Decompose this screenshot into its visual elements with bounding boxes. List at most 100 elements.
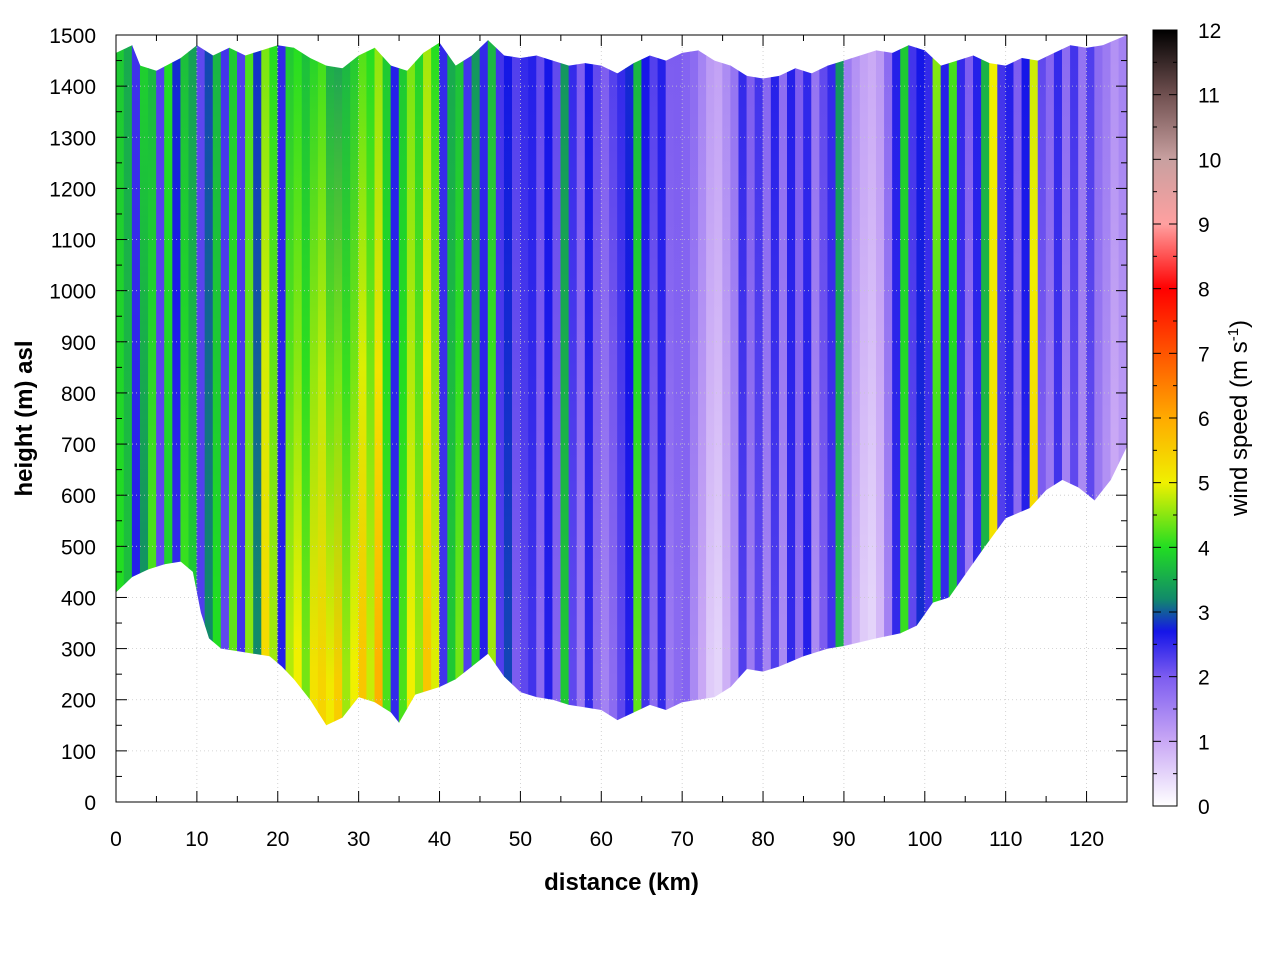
wind-speed-column [471, 35, 481, 726]
wind-speed-column [867, 35, 877, 726]
colorbar-tick-label: 7 [1198, 343, 1210, 366]
wind-speed-column [722, 35, 731, 726]
wind-speed-column [382, 35, 392, 726]
wind-speed-column [762, 35, 772, 726]
y-tick-label: 1500 [49, 25, 96, 48]
wind-speed-column [188, 35, 198, 726]
colorbar-tick-label: 6 [1198, 408, 1210, 431]
x-tick-label: 10 [185, 828, 208, 851]
colorbar-tick-label: 4 [1198, 537, 1210, 560]
wind-speed-column [1094, 35, 1104, 726]
wind-speed-column [795, 35, 804, 726]
x-tick-label: 90 [832, 828, 855, 851]
wind-speed-column [552, 35, 562, 726]
colorbar-title-sup: -1 [1225, 328, 1242, 341]
wind-speed-column [253, 35, 262, 726]
wind-speed-column [180, 35, 190, 726]
wind-speed-column [803, 35, 812, 726]
wind-speed-column [366, 35, 376, 726]
wind-speed-column [1061, 35, 1071, 726]
wind-speed-column [358, 35, 368, 726]
colorbar-tick-label: 1 [1198, 731, 1210, 754]
wind-speed-column [738, 35, 748, 726]
wind-speed-column [123, 35, 133, 726]
x-tick-label: 40 [428, 828, 451, 851]
wind-speed-column [1037, 35, 1047, 726]
wind-speed-column [520, 35, 529, 726]
wind-speed-column [649, 35, 659, 726]
x-axis: 0 10 20 30 40 50 60 70 80 90 100 110 120 [110, 35, 1104, 851]
wind-speed-column [827, 35, 837, 726]
wind-speed-column [301, 35, 311, 726]
wind-speed-column [900, 35, 909, 726]
colorbar-tick-label: 5 [1198, 473, 1210, 496]
wind-speed-column [908, 35, 918, 726]
y-tick-label: 1400 [49, 76, 96, 99]
x-tick-label: 100 [907, 828, 942, 851]
wind-speed-column [196, 35, 206, 726]
wind-speed-column [293, 35, 303, 726]
grid [116, 35, 1127, 802]
colorbar-tick-label: 10 [1198, 149, 1221, 172]
wind-speed-column [997, 35, 1006, 726]
y-tick-label: 200 [61, 690, 96, 713]
wind-speed-column [973, 35, 982, 726]
colorbar-tick-label: 8 [1198, 279, 1210, 302]
wind-speed-column [1118, 35, 1127, 726]
wind-speed-column [245, 35, 254, 726]
colorbar-tick-label: 0 [1198, 796, 1210, 819]
wind-speed-column [261, 35, 270, 726]
wind-speed-column [423, 35, 432, 726]
wind-speed-column [641, 35, 651, 726]
wind-speed-column [148, 35, 157, 726]
y-tick-label: 0 [84, 792, 96, 815]
wind-speed-column [1078, 35, 1087, 726]
wind-speed-column [617, 35, 626, 726]
wind-speed-column [406, 35, 416, 726]
wind-speed-column [398, 35, 408, 726]
wind-speed-field [116, 35, 1127, 726]
wind-speed-column [309, 35, 319, 726]
wind-speed-column [164, 35, 173, 726]
wind-speed-column [1102, 35, 1112, 726]
wind-speed-column [374, 35, 384, 726]
wind-speed-column [875, 35, 885, 726]
y-tick-label: 300 [61, 639, 96, 662]
wind-speed-column [325, 35, 335, 726]
wind-speed-column [568, 35, 578, 726]
colorbar-tick-label: 9 [1198, 214, 1210, 237]
colorbar-tick-label: 11 [1198, 85, 1220, 108]
wind-speed-column [1045, 35, 1055, 726]
wind-speed-column [1029, 35, 1039, 726]
wind-speed-column [859, 35, 869, 726]
wind-speed-column [156, 35, 165, 726]
wind-speed-column [1110, 35, 1120, 726]
y-tick-label: 1200 [49, 178, 96, 201]
wind-speed-column [754, 35, 764, 726]
wind-speed-column [746, 35, 756, 726]
wind-speed-column [932, 35, 942, 726]
wind-speed-column [172, 35, 182, 726]
wind-speed-column [714, 35, 723, 726]
wind-speed-column [447, 35, 456, 726]
x-tick-label: 60 [590, 828, 613, 851]
wind-speed-column [317, 35, 327, 726]
wind-speed-column [560, 35, 570, 726]
x-tick-label: 120 [1069, 828, 1104, 851]
wind-speed-column [964, 35, 974, 726]
wind-speed-column [463, 35, 473, 726]
wind-speed-column [390, 35, 400, 726]
wind-speed-column [139, 35, 149, 726]
wind-speed-column [884, 35, 893, 726]
y-axis: 0 100 200 300 400 500 600 700 800 900 1000 1100 1200… [49, 25, 1127, 815]
wind-speed-column [981, 35, 990, 726]
wind-speed-column [1053, 35, 1063, 726]
wind-speed-column [956, 35, 966, 726]
wind-speed-column [592, 35, 602, 726]
wind-speed-column [495, 35, 505, 726]
wind-speed-column [681, 35, 691, 726]
wind-speed-column [600, 35, 610, 726]
x-tick-label: 70 [670, 828, 693, 851]
